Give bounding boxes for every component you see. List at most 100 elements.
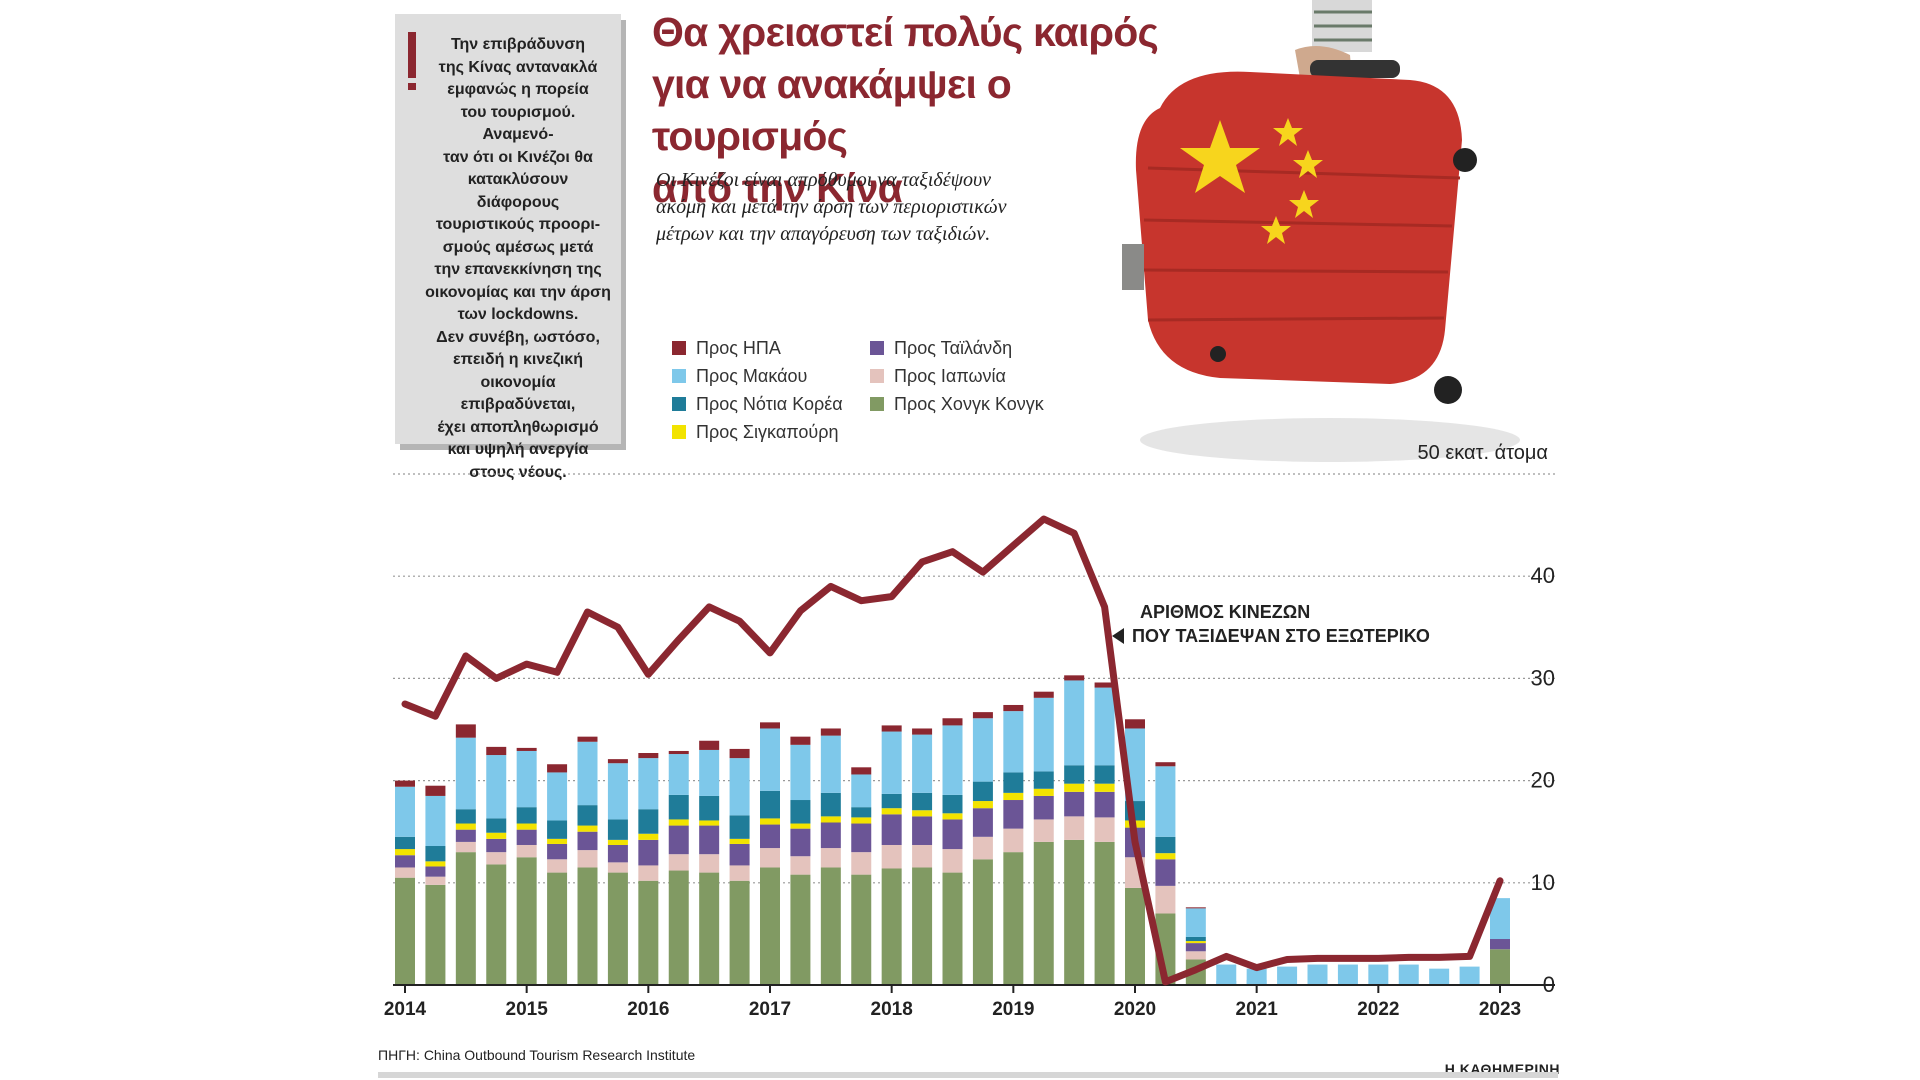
annotation-line: ΠΟΥ ΤΑΞΙΔΕΨΑΝ ΣΤΟ ΕΞΩΤΕΡΙΚΟ: [1132, 626, 1430, 646]
bar-segment-japan: [1003, 828, 1024, 853]
bar-segment-korea: [760, 790, 780, 819]
bar-segment-hongkong: [1003, 852, 1024, 985]
bar-segment-thailand: [851, 823, 872, 853]
bar-segment-japan: [638, 865, 659, 881]
bar-segment-usa: [1155, 762, 1176, 767]
bar-segment-usa: [851, 767, 872, 775]
suitcase-with-china-flag-icon: [1122, 0, 1520, 462]
bar-segment-usa: [1033, 691, 1054, 698]
bar-segment-macau: [1368, 964, 1389, 985]
bar-segment-hongkong: [942, 872, 963, 985]
bar-segment-hongkong: [790, 874, 811, 985]
bar-segment-hongkong: [395, 877, 415, 985]
x-tick-label: 2014: [384, 999, 427, 1020]
bar-segment-macau: [881, 731, 902, 794]
bar-segment-hongkong: [425, 884, 446, 985]
bar-segment-usa: [1125, 719, 1145, 729]
bar-segment-hongkong: [820, 867, 841, 985]
bar-segment-macau: [1246, 968, 1267, 985]
bar-segment-usa: [729, 748, 750, 759]
bar-segment-macau: [1277, 966, 1298, 985]
bar-segment-macau: [1307, 964, 1328, 985]
bar-segment-thailand: [516, 829, 537, 845]
bar-segment-singapore: [1094, 783, 1115, 792]
bar-segment-korea: [577, 805, 598, 826]
bar-segment-usa: [1003, 704, 1024, 712]
bar-segment-macau: [851, 774, 872, 808]
bar-segment-hongkong: [1490, 949, 1510, 985]
bar-segment-usa: [395, 780, 415, 787]
bar-segment-macau: [1064, 680, 1085, 766]
bar-segment-japan: [942, 849, 963, 873]
bar-segment-japan: [699, 854, 720, 873]
bar-segment-usa: [912, 728, 933, 735]
bar-segment-thailand: [699, 825, 720, 855]
legend-label-macau: Προς Μακάου: [696, 366, 808, 386]
bar-segment-thailand: [1490, 939, 1510, 950]
bar-segment-hongkong: [760, 867, 780, 985]
bar-segment-japan: [486, 852, 507, 865]
bar-segment-hongkong: [1094, 841, 1115, 985]
bar-segment-hongkong: [607, 872, 628, 985]
bar-segment-thailand: [760, 824, 780, 849]
bar-segment-japan: [729, 865, 750, 881]
bar-segment-japan: [577, 850, 598, 868]
bar-segment-thailand: [486, 838, 507, 853]
bar-segment-singapore: [972, 801, 993, 809]
exclamation-icon: [408, 32, 416, 90]
bar-segment-usa: [881, 725, 902, 732]
bar-segment-macau: [1459, 966, 1480, 985]
bar-segment-thailand: [455, 829, 476, 842]
bar-segment-macau: [912, 734, 933, 793]
legend-item-singapore: Προς Σιγκαπούρη: [672, 421, 839, 443]
bar-segment-thailand: [425, 866, 446, 877]
y-tick-label: 20: [1531, 768, 1555, 793]
bar-segment-usa: [638, 753, 659, 759]
bar-segment-japan: [1094, 817, 1115, 842]
x-tick-label: 2016: [627, 999, 669, 1020]
series-line-total: [401, 515, 1504, 986]
bar-segment-japan: [395, 867, 415, 878]
bar-segment-macau: [1094, 687, 1115, 766]
legend-item-korea: Προς Νότια Κορέα: [672, 393, 843, 415]
legend-item-hongkong: Προς Χονγκ Κονγκ: [870, 393, 1044, 415]
bar-segment-usa: [699, 740, 720, 750]
bar-segment-singapore: [1064, 783, 1085, 792]
bar-segment-macau: [516, 750, 537, 808]
bar-segment-singapore: [1003, 792, 1024, 801]
bar-segment-usa: [942, 718, 963, 726]
legend-label-usa: Προς ΗΠΑ: [696, 338, 781, 358]
bar-segment-singapore: [820, 816, 841, 823]
annotation-arrow-icon: [1112, 628, 1124, 644]
bar-segment-singapore: [486, 832, 507, 839]
x-tick-label: 2017: [749, 999, 791, 1020]
bar-segment-japan: [790, 856, 811, 875]
legend-item-japan: Προς Ιαπωνία: [870, 365, 1006, 387]
legend-swatch-korea: [672, 397, 686, 411]
bar-segment-thailand: [395, 855, 415, 868]
bar-segment-hongkong: [516, 857, 537, 985]
bar-segment-korea: [1003, 772, 1024, 793]
legend-swatch-singapore: [672, 425, 686, 439]
bar-segment-thailand: [972, 808, 993, 837]
bar-segment-hongkong: [972, 859, 993, 985]
bar-segment-korea: [851, 807, 872, 818]
bar-segment-japan: [547, 859, 568, 873]
bar-segment-korea: [729, 815, 750, 839]
bar-segment-macau: [1155, 766, 1176, 837]
x-tick-label: 2022: [1357, 999, 1399, 1020]
bar-segment-thailand: [607, 844, 628, 863]
bar-segment-usa: [790, 736, 811, 745]
bar-segment-thailand: [1064, 791, 1085, 817]
bar-segment-thailand: [638, 839, 659, 866]
bar-segment-thailand: [729, 843, 750, 866]
x-tick-label: 2018: [871, 999, 913, 1020]
legend-label-hongkong: Προς Χονγκ Κονγκ: [894, 394, 1044, 414]
bar-segment-singapore: [1185, 941, 1206, 944]
bar-segment-korea: [516, 807, 537, 824]
bar-segment-japan: [972, 836, 993, 860]
bar-segment-hongkong: [1125, 887, 1145, 985]
bar-segment-korea: [607, 819, 628, 840]
bar-segment-usa: [760, 722, 780, 729]
bar-segment-korea: [1064, 765, 1085, 784]
